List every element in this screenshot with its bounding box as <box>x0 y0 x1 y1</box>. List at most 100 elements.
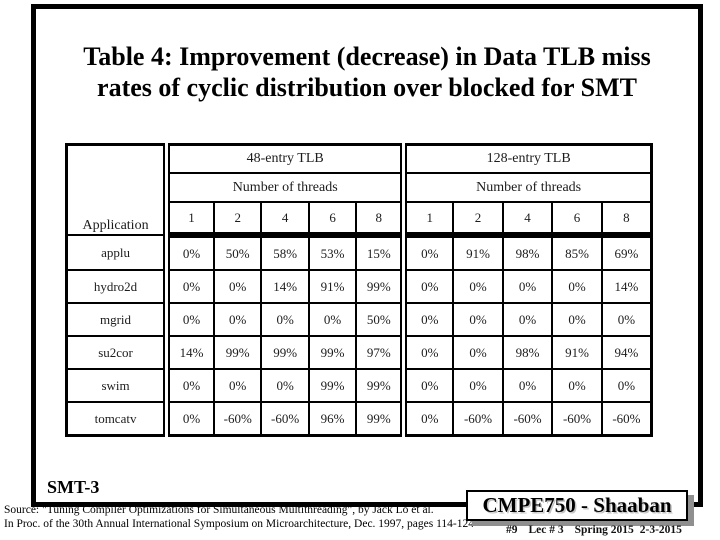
value-cell: 99% <box>355 401 405 437</box>
value-cell: 0% <box>400 401 455 437</box>
value-cell: 99% <box>355 368 405 403</box>
value-cell: 94% <box>600 335 653 370</box>
source-line2: In Proc. of the 30th Annual Internationa… <box>4 517 475 530</box>
value-cell: -60% <box>260 401 310 437</box>
application-column-header: Application <box>65 143 168 236</box>
value-cell: 69% <box>600 234 653 271</box>
table-row-mgrid: mgrid 0% 0% 0% 0% 50% 0% 0% 0% 0% 0% <box>65 302 653 337</box>
app-cell: su2cor <box>65 335 168 370</box>
value-cell: 0% <box>260 302 310 337</box>
smt3-label: SMT-3 <box>47 477 100 497</box>
table-row-swim: swim 0% 0% 0% 99% 99% 0% 0% 0% 0% 0% <box>65 368 653 403</box>
value-cell: 0% <box>551 368 603 403</box>
threads-label-128: Number of threads <box>400 172 653 203</box>
thread-count-header-row: 1 2 4 6 8 1 2 4 6 8 <box>67 201 653 238</box>
thread-count-header: 8 <box>355 201 405 238</box>
value-cell: 0% <box>400 302 455 337</box>
slide-border-frame <box>31 4 703 507</box>
value-cell: -60% <box>212 401 263 437</box>
tlb-miss-rate-table: Application 48-entry TLB 128-entry TLB N… <box>65 143 653 437</box>
value-cell: 0% <box>600 302 653 337</box>
value-cell: 58% <box>260 234 310 271</box>
thread-count-header: 2 <box>212 201 263 238</box>
value-cell: -60% <box>551 401 603 437</box>
value-cell: 0% <box>551 302 603 337</box>
value-cell: 0% <box>501 302 554 337</box>
value-cell: 91% <box>452 234 504 271</box>
app-cell: hydro2d <box>65 269 168 304</box>
thread-count-header: 6 <box>307 201 358 238</box>
slide-title-line1: Table 4: Improvement (decrease) in Data … <box>83 42 651 71</box>
value-cell: 85% <box>551 234 603 271</box>
slide-title: Table 4: Improvement (decrease) in Data … <box>36 41 698 103</box>
value-cell: 50% <box>355 302 405 337</box>
thread-count-header: 1 <box>163 201 215 238</box>
value-cell: 0% <box>400 234 455 271</box>
value-cell: 0% <box>163 368 215 403</box>
value-cell: 50% <box>212 234 263 271</box>
slide-title-line2: rates of cyclic distribution over blocke… <box>97 73 637 102</box>
thread-count-header: 4 <box>260 201 310 238</box>
app-cell: swim <box>65 368 168 403</box>
thread-count-header: 8 <box>600 201 653 238</box>
source-line1: Source: "Tuning Compiler Optimizations f… <box>4 504 434 516</box>
slide-footer-meta: #9 Lec # 3 Spring 2015 2-3-2015 <box>506 524 682 536</box>
value-cell: 0% <box>600 368 653 403</box>
value-cell: 91% <box>307 269 358 304</box>
table-row-hydro2d: hydro2d 0% 0% 14% 91% 99% 0% 0% 0% 0% 14… <box>65 269 653 304</box>
value-cell: 0% <box>307 302 358 337</box>
value-cell: 0% <box>212 302 263 337</box>
table-row-tomcatv: tomcatv 0% -60% -60% 96% 99% 0% -60% -60… <box>65 401 653 437</box>
value-cell: 91% <box>551 335 603 370</box>
slide-number: #9 <box>506 524 518 536</box>
threads-label-48: Number of threads <box>163 172 405 203</box>
value-cell: 0% <box>163 269 215 304</box>
value-cell: 0% <box>452 302 504 337</box>
app-cell: applu <box>65 234 168 271</box>
value-cell: 0% <box>400 269 455 304</box>
value-cell: 98% <box>501 234 554 271</box>
value-cell: -60% <box>501 401 554 437</box>
value-cell: 99% <box>307 368 358 403</box>
table-row-su2cor: su2cor 14% 99% 99% 99% 97% 0% 0% 98% 91%… <box>65 335 653 370</box>
lecture-number: Lec # 3 <box>528 524 564 536</box>
value-cell: 53% <box>307 234 358 271</box>
value-cell: 14% <box>600 269 653 304</box>
value-cell: 0% <box>260 368 310 403</box>
group-header-128-entry: 128-entry TLB <box>400 143 653 174</box>
table-row-applu: applu 0% 50% 58% 53% 15% 0% 91% 98% 85% … <box>65 234 653 271</box>
value-cell: 0% <box>212 368 263 403</box>
tlb-table-container: Application 48-entry TLB 128-entry TLB N… <box>65 143 653 437</box>
date-label: 2-3-2015 <box>639 524 682 536</box>
value-cell: 98% <box>501 335 554 370</box>
app-cell: mgrid <box>65 302 168 337</box>
value-cell: 0% <box>400 368 455 403</box>
value-cell: 99% <box>260 335 310 370</box>
value-cell: 99% <box>355 269 405 304</box>
value-cell: 97% <box>355 335 405 370</box>
app-cell: tomcatv <box>65 401 168 437</box>
term-label: Spring 2015 <box>574 524 634 536</box>
thread-count-header: 2 <box>452 201 504 238</box>
source-citation: Source: "Tuning Compiler Optimizations f… <box>4 504 474 531</box>
value-cell: 0% <box>551 269 603 304</box>
value-cell: 0% <box>452 335 504 370</box>
value-cell: 0% <box>400 335 455 370</box>
value-cell: 0% <box>452 269 504 304</box>
thread-count-header: 1 <box>400 201 455 238</box>
course-badge-label: CMPE750 - Shaaban <box>482 493 672 517</box>
value-cell: 0% <box>212 269 263 304</box>
value-cell: 0% <box>163 234 215 271</box>
value-cell: 0% <box>501 269 554 304</box>
thread-count-header: 6 <box>551 201 603 238</box>
thread-count-header: 4 <box>501 201 554 238</box>
value-cell: 96% <box>307 401 358 437</box>
value-cell: 15% <box>355 234 405 271</box>
value-cell: 99% <box>307 335 358 370</box>
value-cell: 0% <box>452 368 504 403</box>
value-cell: -60% <box>452 401 504 437</box>
value-cell: 0% <box>163 302 215 337</box>
value-cell: 99% <box>212 335 263 370</box>
value-cell: -60% <box>600 401 653 437</box>
course-badge: CMPE750 - Shaaban <box>466 490 688 521</box>
